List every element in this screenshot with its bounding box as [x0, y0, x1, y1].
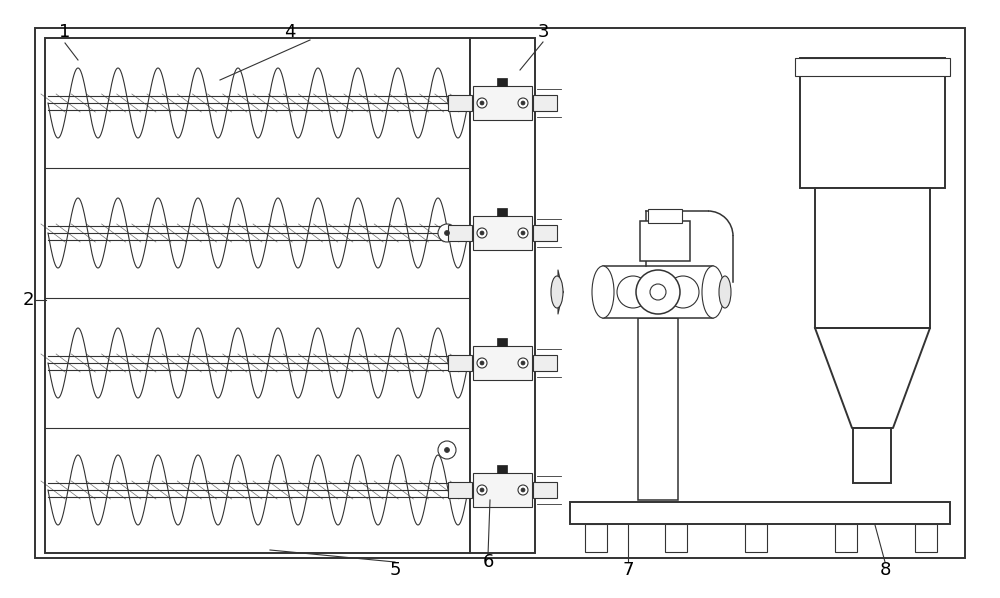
- Bar: [585, 524, 607, 552]
- Bar: [835, 524, 857, 552]
- Bar: [815, 188, 930, 328]
- Bar: [745, 524, 767, 552]
- Ellipse shape: [551, 276, 563, 308]
- Bar: [853, 428, 891, 483]
- Bar: [473, 86, 532, 120]
- Circle shape: [521, 361, 525, 365]
- Ellipse shape: [702, 266, 724, 318]
- Bar: [665, 524, 687, 552]
- Bar: [533, 482, 557, 498]
- Bar: [533, 95, 557, 111]
- Circle shape: [480, 488, 484, 492]
- Text: 4: 4: [284, 23, 296, 41]
- Bar: [497, 78, 507, 86]
- Text: 3: 3: [537, 23, 549, 41]
- Circle shape: [477, 485, 487, 495]
- Bar: [638, 318, 678, 500]
- Circle shape: [477, 228, 487, 238]
- Circle shape: [617, 276, 649, 308]
- Circle shape: [480, 231, 484, 235]
- Circle shape: [438, 224, 456, 242]
- Polygon shape: [558, 270, 563, 314]
- Circle shape: [521, 101, 525, 105]
- Text: 2: 2: [22, 291, 34, 309]
- Circle shape: [518, 358, 528, 368]
- Circle shape: [477, 358, 487, 368]
- Bar: [45, 38, 470, 553]
- Text: 1: 1: [59, 23, 71, 41]
- Bar: [533, 355, 557, 371]
- Circle shape: [636, 270, 680, 314]
- Bar: [533, 225, 557, 241]
- Text: 5: 5: [389, 561, 401, 579]
- Bar: [648, 209, 682, 223]
- Circle shape: [477, 98, 487, 108]
- Bar: [473, 346, 532, 380]
- Circle shape: [444, 447, 450, 453]
- Bar: [640, 221, 690, 261]
- Bar: [470, 38, 535, 553]
- Bar: [35, 28, 965, 558]
- Text: 6: 6: [482, 553, 494, 571]
- Circle shape: [667, 276, 699, 308]
- Bar: [800, 58, 945, 188]
- Bar: [570, 502, 950, 524]
- Bar: [795, 58, 950, 76]
- Bar: [915, 524, 937, 552]
- Circle shape: [521, 488, 525, 492]
- Ellipse shape: [592, 266, 614, 318]
- Circle shape: [438, 441, 456, 459]
- Bar: [497, 208, 507, 216]
- Bar: [603, 266, 713, 318]
- Bar: [497, 465, 507, 473]
- Circle shape: [480, 101, 484, 105]
- Bar: [497, 338, 507, 346]
- Circle shape: [518, 98, 528, 108]
- Bar: [448, 355, 472, 371]
- Text: 8: 8: [879, 561, 891, 579]
- Circle shape: [650, 284, 666, 300]
- Bar: [448, 225, 472, 241]
- Circle shape: [518, 228, 528, 238]
- Bar: [473, 473, 532, 507]
- Text: 7: 7: [622, 561, 634, 579]
- Circle shape: [518, 485, 528, 495]
- Bar: [473, 216, 532, 250]
- Circle shape: [521, 231, 525, 235]
- Circle shape: [444, 230, 450, 236]
- Circle shape: [480, 361, 484, 365]
- Bar: [448, 482, 472, 498]
- Bar: [448, 95, 472, 111]
- Ellipse shape: [719, 276, 731, 308]
